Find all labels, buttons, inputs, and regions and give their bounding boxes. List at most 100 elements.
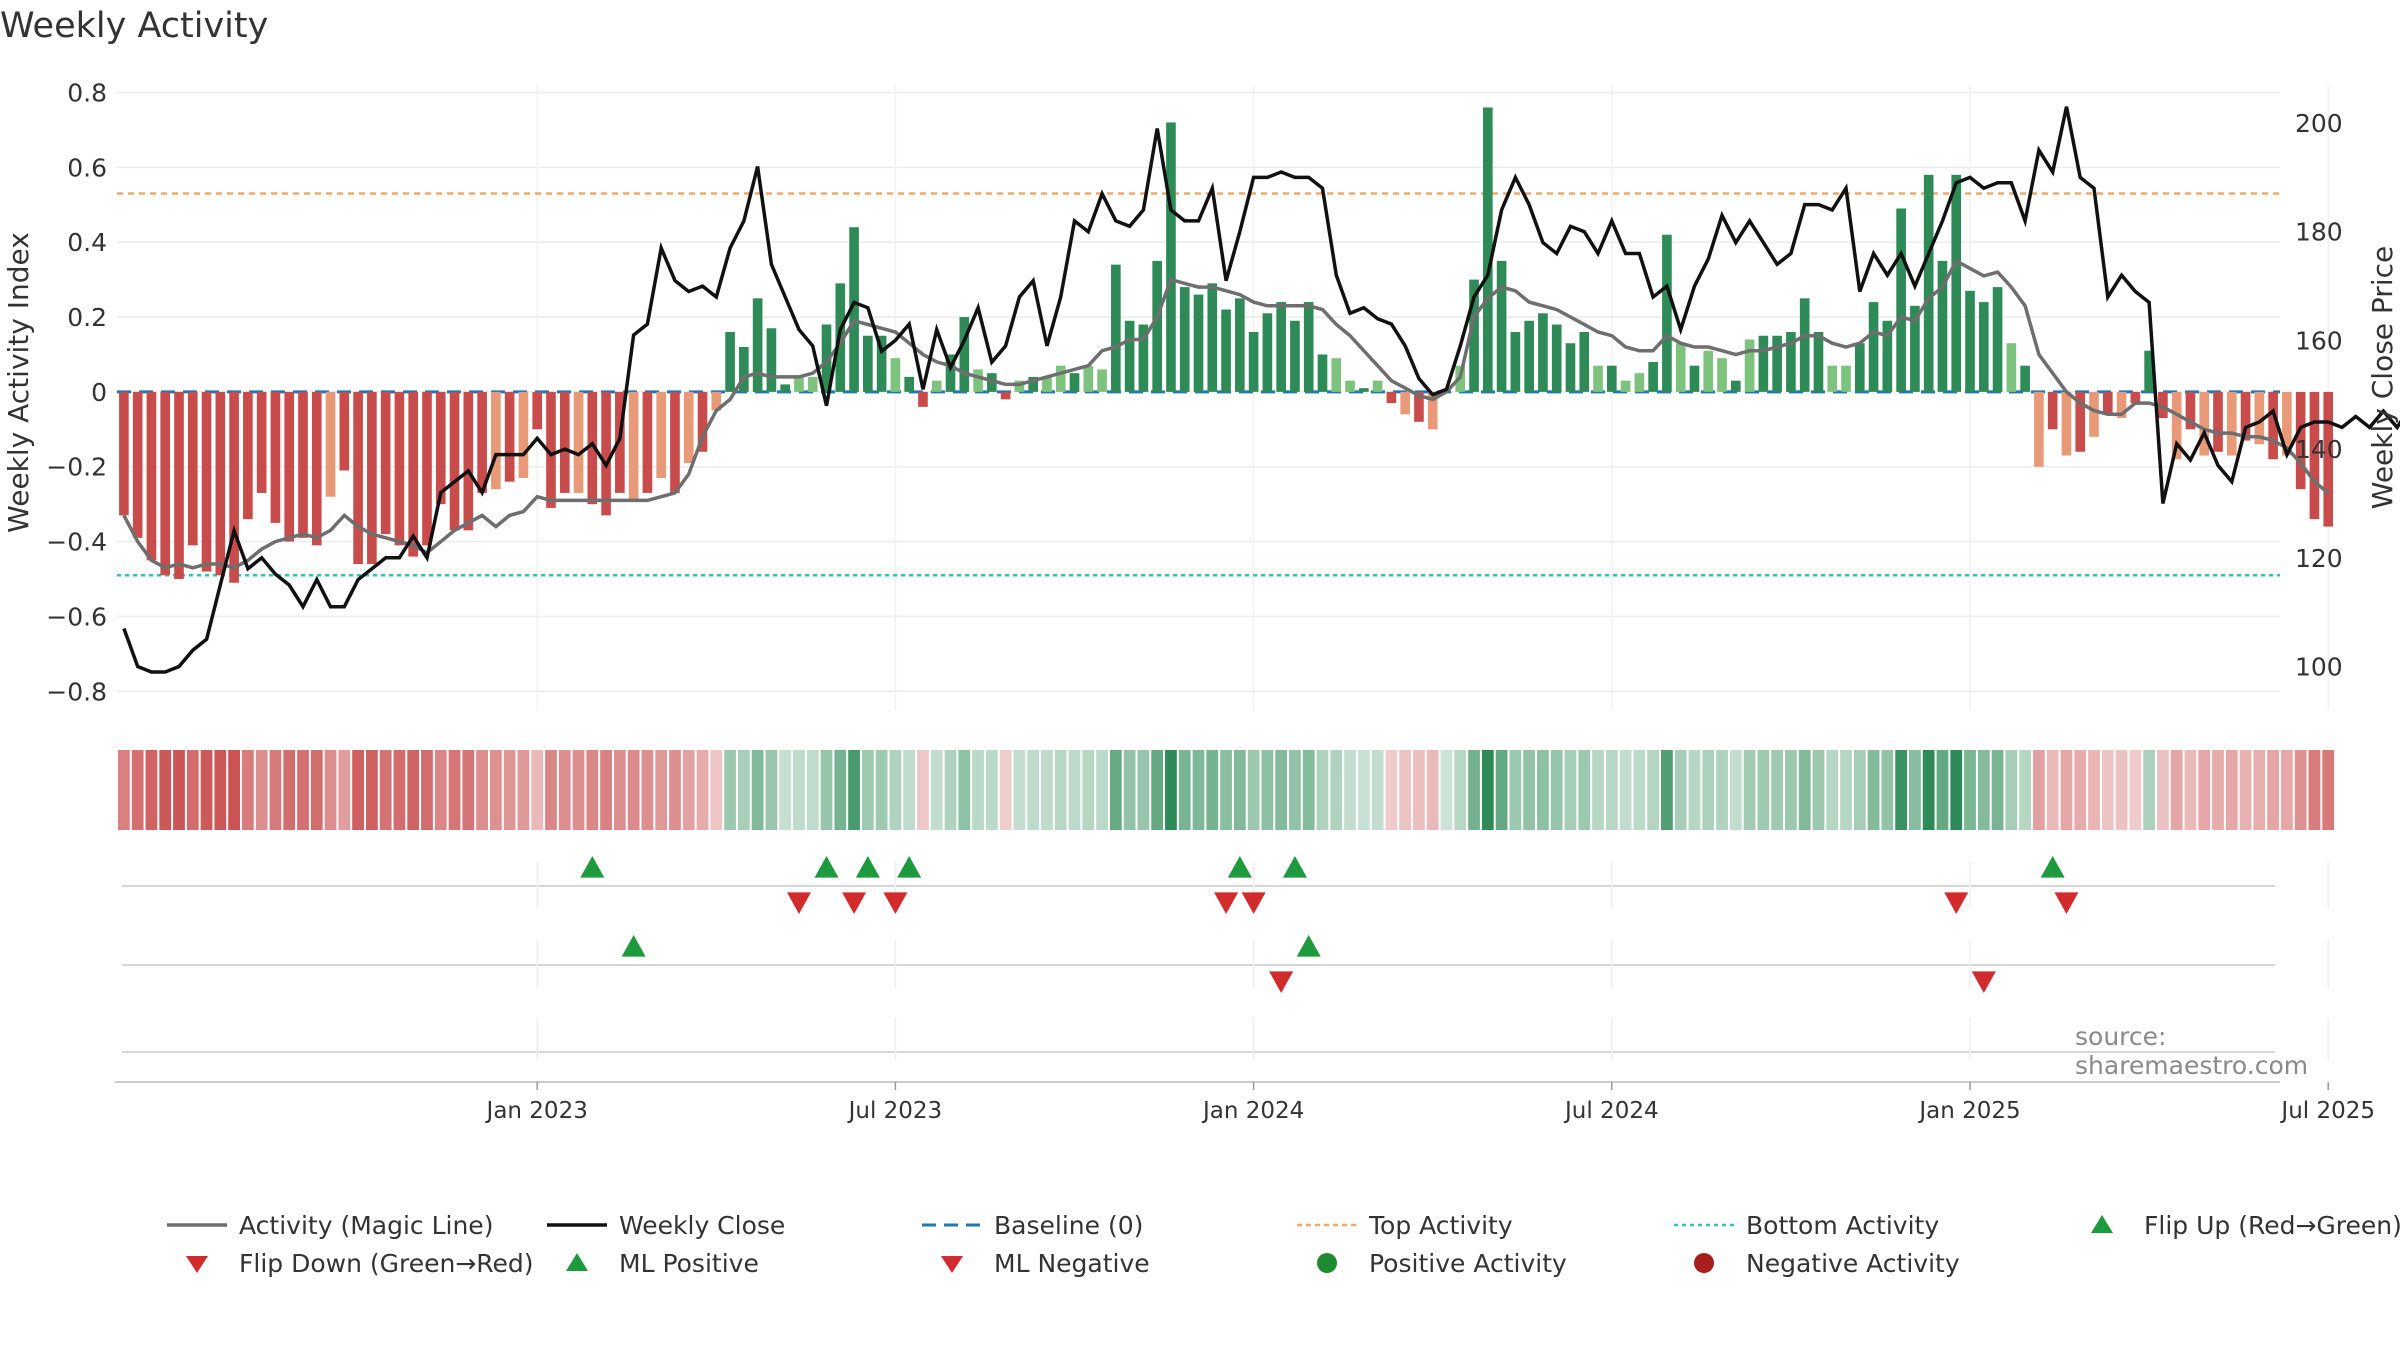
activity-bar — [1758, 335, 1769, 392]
activity-bar — [2185, 391, 2196, 430]
strip-cell — [352, 750, 364, 830]
weekly-close-line — [122, 106, 2400, 674]
strip-cell — [1261, 750, 1274, 830]
activity-bar — [1510, 332, 1521, 392]
activity-bar — [339, 391, 350, 471]
strip-cell — [1137, 750, 1150, 830]
activity-bar — [2089, 391, 2099, 437]
strip-cell — [1426, 750, 1439, 830]
strip-cell — [145, 750, 158, 830]
legend-label: ML Negative — [994, 1248, 1150, 1278]
strip-cell — [200, 750, 213, 830]
strip-cell — [1027, 750, 1040, 830]
activity-bar — [1262, 313, 1273, 392]
strip-cell — [972, 750, 984, 830]
activity-bar — [1551, 324, 1562, 392]
activity-bar — [1097, 369, 1107, 392]
legend-item: Bottom Activity — [1672, 1210, 1939, 1240]
strip-cell — [214, 750, 227, 830]
strip-cell — [421, 750, 433, 830]
legend-label: Top Activity — [1369, 1210, 1513, 1240]
activity-bar — [1179, 287, 1190, 392]
activity-bar — [1331, 358, 1342, 392]
activity-bar — [1606, 365, 1617, 392]
strip-cell — [2253, 750, 2266, 830]
activity-bar — [931, 380, 942, 392]
strip-cell — [944, 750, 957, 830]
y-tick-label: −0.8 — [46, 677, 107, 706]
activity-bar — [532, 391, 543, 430]
strip-cell — [2115, 750, 2128, 830]
strip-cell — [572, 750, 585, 830]
legend-item: ML Positive — [545, 1248, 759, 1278]
strip-cell — [1729, 750, 1742, 830]
activity-bar — [1400, 391, 1410, 415]
strip-cell — [310, 750, 323, 830]
activity-bar — [1042, 376, 1052, 392]
strip-cell — [696, 750, 709, 830]
strip-cell — [1468, 750, 1480, 830]
strip-cell — [2225, 750, 2238, 830]
ml-positive-marker — [621, 935, 646, 957]
strip-cell — [1922, 750, 1935, 830]
activity-bar — [573, 391, 584, 493]
flip-down-marker — [842, 892, 867, 914]
activity-bar — [1978, 302, 1989, 392]
activity-bar — [1882, 320, 1893, 392]
activity-heat-strip — [118, 750, 2335, 830]
activity-bar — [1303, 302, 1314, 392]
legend-item: ML Negative — [920, 1248, 1150, 1278]
activity-bar — [615, 391, 625, 493]
strip-cell — [2143, 750, 2156, 830]
strip-cell — [1068, 750, 1081, 830]
activity-bar — [1207, 283, 1218, 392]
strip-cell — [2060, 750, 2073, 830]
activity-bar — [642, 391, 653, 493]
strip-cell — [1578, 750, 1591, 830]
strip-cell — [710, 750, 723, 830]
strip-cell — [1220, 750, 1232, 830]
strip-cell — [1936, 750, 1949, 830]
strip-cell — [255, 750, 268, 830]
strip-cell — [641, 750, 654, 830]
strip-cell — [848, 750, 860, 830]
y2-tick-label: 140 — [2295, 435, 2343, 464]
activity-bar — [284, 391, 295, 542]
activity-bar — [1634, 373, 1645, 392]
x-tick-label: Jan 2023 — [485, 1098, 588, 1124]
strip-cell — [1509, 750, 1522, 830]
activity-bar — [2047, 391, 2058, 430]
strip-cell — [586, 750, 599, 830]
activity-bar — [1965, 290, 1975, 392]
activity-bar — [1152, 260, 1162, 392]
activity-bar — [2309, 391, 2320, 520]
strip-cell — [1151, 750, 1164, 830]
strip-cell — [751, 750, 764, 830]
strip-cell — [434, 750, 447, 830]
strip-cell — [1123, 750, 1136, 830]
strip-cell — [1096, 750, 1108, 830]
strip-cell — [2101, 750, 2114, 830]
activity-bar — [2102, 391, 2113, 415]
strip-cell — [1399, 750, 1412, 830]
strip-cell — [627, 750, 640, 830]
strip-cell — [517, 750, 530, 830]
x-axis: Jan 2023 Jul 2023 Jan 2024 Jul 2024 Jan 2025… — [115, 1081, 2375, 1124]
strip-cell — [1771, 750, 1784, 830]
activity-bar — [1744, 339, 1755, 392]
activity-bar — [1593, 365, 1603, 392]
activity-bar — [1276, 302, 1286, 392]
y-tick-label: −0.2 — [46, 453, 107, 482]
activity-bar — [987, 373, 997, 392]
x-tick-label: Jan 2025 — [1917, 1098, 2020, 1124]
activity-bar — [1000, 391, 1011, 400]
strip-cell — [2267, 750, 2279, 830]
strip-cell — [1950, 750, 1963, 830]
activity-bar — [2144, 350, 2154, 392]
strip-cell — [903, 750, 916, 830]
strip-cell — [531, 750, 544, 830]
strip-cell — [228, 750, 240, 830]
strip-cell — [1481, 750, 1494, 830]
activity-bar — [1689, 365, 1700, 392]
strip-cell — [1165, 750, 1177, 830]
